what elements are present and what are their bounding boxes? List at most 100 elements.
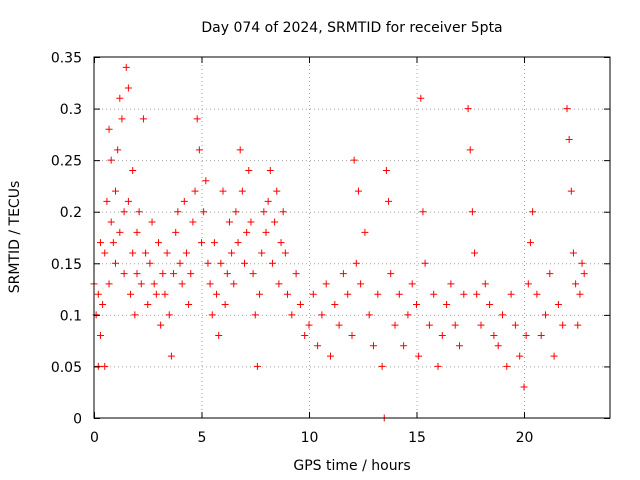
data-point	[105, 125, 113, 133]
data-point	[524, 280, 532, 288]
data-point	[559, 321, 567, 329]
data-point	[122, 63, 130, 71]
data-point	[105, 280, 113, 288]
data-point	[103, 197, 111, 205]
data-point	[213, 290, 221, 298]
data-point	[172, 228, 180, 236]
data-point	[529, 208, 537, 216]
y-tick-label: 0.05	[51, 360, 82, 376]
data-point	[262, 228, 270, 236]
data-point	[425, 321, 433, 329]
data-point	[193, 115, 201, 123]
data-point	[361, 228, 369, 236]
data-point	[219, 187, 227, 195]
data-point	[258, 249, 266, 257]
data-point	[264, 197, 272, 205]
data-point	[187, 270, 195, 278]
x-tick-label: 5	[198, 430, 207, 446]
data-point	[292, 270, 300, 278]
data-point	[275, 280, 283, 288]
data-point	[112, 187, 119, 195]
y-tick-label: 0.35	[51, 51, 82, 67]
data-point	[228, 249, 236, 257]
data-point	[185, 301, 193, 309]
data-point	[127, 290, 135, 298]
data-point	[468, 208, 476, 216]
data-point	[155, 239, 162, 247]
data-point	[241, 259, 248, 267]
data-point	[417, 94, 425, 102]
data-point	[249, 270, 257, 278]
data-point	[277, 239, 285, 247]
data-point	[408, 280, 416, 288]
x-tick-label: 10	[301, 430, 319, 446]
data-point	[578, 259, 586, 267]
data-point	[507, 290, 515, 298]
data-point	[301, 331, 309, 339]
data-point	[477, 321, 485, 329]
data-point	[533, 290, 541, 298]
data-point	[210, 239, 218, 247]
data-point	[174, 208, 182, 216]
data-point	[230, 280, 238, 288]
data-point	[114, 146, 122, 154]
data-point	[572, 280, 580, 288]
data-point	[182, 249, 190, 257]
data-point	[419, 208, 427, 216]
data-point	[139, 115, 147, 123]
data-point	[225, 218, 233, 226]
data-point	[296, 301, 304, 309]
data-point	[180, 197, 188, 205]
data-point	[120, 208, 128, 216]
data-point	[473, 290, 481, 298]
data-point	[569, 249, 577, 257]
data-point	[191, 187, 199, 195]
data-point	[135, 208, 143, 216]
grid-lines	[94, 57, 610, 418]
y-tick-label: 0.25	[51, 154, 82, 170]
data-point	[137, 280, 145, 288]
data-points	[90, 63, 588, 422]
data-point	[165, 311, 173, 319]
data-point	[273, 187, 281, 195]
data-point	[204, 259, 212, 267]
data-point	[133, 270, 141, 278]
data-point	[144, 301, 152, 309]
data-point	[395, 290, 403, 298]
data-point	[327, 352, 334, 360]
data-point	[284, 290, 291, 298]
data-point	[537, 331, 545, 339]
chart-title: Day 074 of 2024, SRMTID for receiver 5pt…	[201, 20, 502, 36]
data-point	[253, 362, 261, 370]
data-point	[471, 249, 479, 257]
data-point	[443, 301, 451, 309]
data-point	[124, 197, 132, 205]
data-point	[129, 249, 137, 257]
data-point	[206, 280, 214, 288]
data-point	[430, 290, 438, 298]
data-point	[268, 259, 276, 267]
data-point	[374, 290, 382, 298]
data-point	[208, 311, 216, 319]
data-point	[434, 362, 442, 370]
y-axis-label: SRMTID / TECUs	[7, 181, 23, 294]
data-point	[466, 146, 474, 154]
data-point	[146, 259, 154, 267]
data-point	[116, 228, 124, 236]
data-point	[348, 331, 356, 339]
data-point	[413, 301, 420, 309]
data-point	[522, 331, 530, 339]
data-point	[550, 352, 558, 360]
y-tick-label: 0.15	[51, 257, 82, 273]
data-point	[271, 218, 279, 226]
data-point	[365, 311, 373, 319]
data-point	[223, 270, 231, 278]
data-point	[120, 270, 128, 278]
data-point	[251, 311, 259, 319]
data-point	[215, 331, 223, 339]
data-point	[314, 342, 322, 350]
data-point	[391, 321, 399, 329]
data-point	[352, 259, 360, 267]
data-point	[565, 136, 573, 144]
